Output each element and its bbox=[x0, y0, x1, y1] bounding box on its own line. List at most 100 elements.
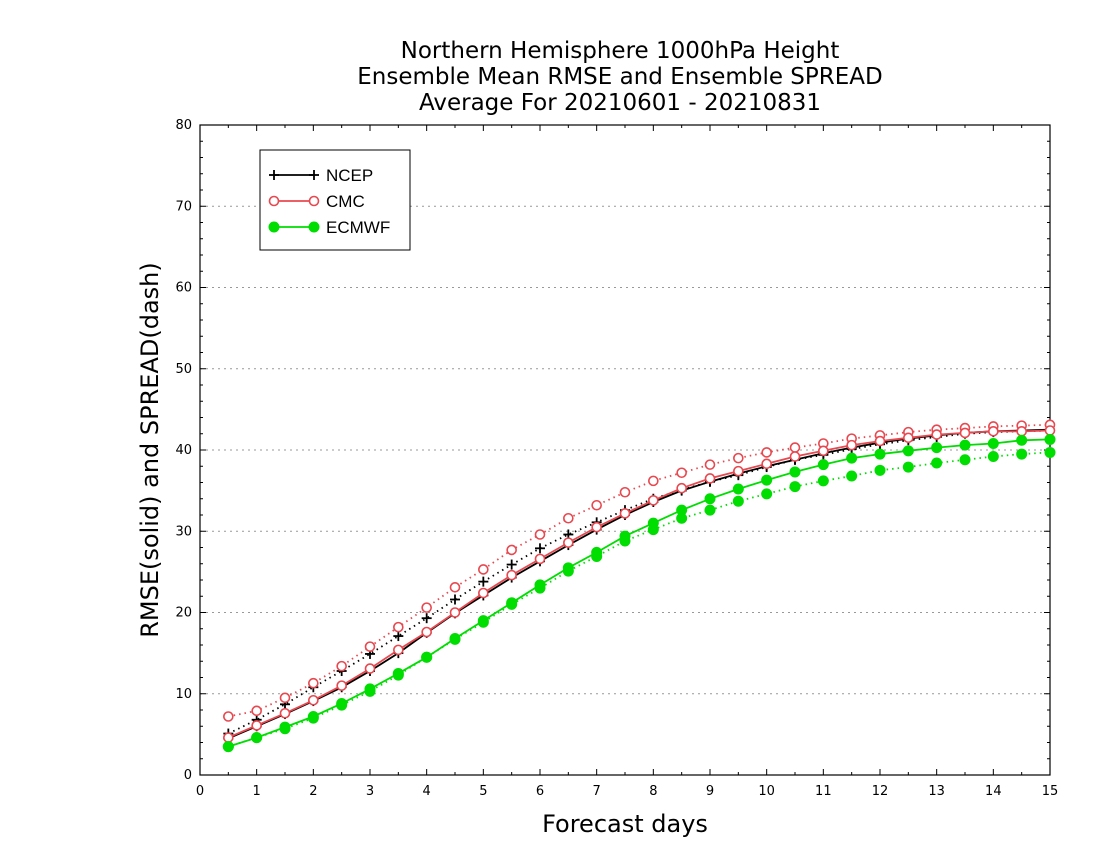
ecmwf-spread-point bbox=[874, 464, 886, 476]
cmc-rmse-point bbox=[308, 694, 319, 706]
ecmwf-rmse-point bbox=[591, 546, 603, 558]
y-axis-label: RMSE(solid) and SPREAD(dash) bbox=[136, 262, 164, 638]
legend-label: CMC bbox=[326, 192, 365, 211]
ecmwf-rmse-point bbox=[307, 711, 319, 722]
ecmwf-spread-line bbox=[228, 451, 1051, 748]
legend-marker bbox=[268, 195, 280, 207]
cmc-rmse-point bbox=[959, 427, 971, 439]
x-tick-label: 13 bbox=[928, 784, 945, 799]
ecmwf-rmse-point bbox=[562, 562, 574, 574]
cmc-spread-point bbox=[421, 602, 432, 613]
cmc-rmse-point bbox=[761, 458, 772, 470]
ecmwf-rmse-point bbox=[1016, 434, 1028, 446]
legend-item-ecmwf: ECMWF bbox=[268, 218, 390, 237]
ecmwf-rmse-point bbox=[761, 474, 773, 486]
ecmwf-rmse-point bbox=[902, 445, 914, 457]
cmc-spread-point bbox=[251, 705, 262, 717]
cmc-spread-point bbox=[364, 641, 376, 652]
ecmwf-rmse-point bbox=[846, 452, 858, 464]
ncep-spread-point bbox=[450, 594, 460, 605]
cmc-rmse-point bbox=[789, 451, 801, 462]
cmc-rmse-point bbox=[704, 473, 716, 484]
cmc-rmse-point bbox=[818, 445, 829, 457]
ecmwf-spread-point bbox=[761, 488, 773, 500]
ecmwf-rmse-point bbox=[1044, 433, 1056, 445]
x-tick-label: 4 bbox=[423, 784, 431, 799]
ncep-spread-point bbox=[478, 576, 489, 587]
legend-marker bbox=[269, 170, 279, 180]
title-line-1: Northern Hemisphere 1000hPa Height bbox=[401, 38, 840, 64]
ecmwf-rmse-point bbox=[959, 439, 971, 451]
ecmwf-rmse-point bbox=[534, 579, 546, 591]
cmc-rmse-point bbox=[279, 707, 291, 719]
y-tick-label: 10 bbox=[175, 687, 192, 702]
x-tick-label: 7 bbox=[593, 784, 601, 799]
ecmwf-spread-point bbox=[902, 461, 914, 473]
cmc-rmse-point bbox=[223, 732, 234, 743]
cmc-spread-point bbox=[393, 621, 404, 633]
x-tick-label: 14 bbox=[985, 784, 1002, 799]
series bbox=[222, 419, 1056, 753]
cmc-rmse-point bbox=[676, 482, 687, 494]
legend-marker bbox=[308, 195, 320, 207]
cmc-rmse-point bbox=[1016, 426, 1027, 437]
x-tick-label: 3 bbox=[366, 784, 374, 799]
y-tick-label: 60 bbox=[175, 281, 192, 296]
ecmwf-spread-point bbox=[1044, 446, 1056, 458]
cmc-spread-point bbox=[648, 475, 659, 487]
cmc-rmse-point bbox=[988, 426, 999, 437]
x-tick-label: 6 bbox=[536, 784, 544, 799]
cmc-spread-point bbox=[449, 582, 461, 593]
cmc-rmse-point bbox=[563, 537, 574, 548]
series-ncep bbox=[223, 424, 1055, 744]
cmc-rmse-point bbox=[534, 553, 546, 565]
x-tick-label: 15 bbox=[1042, 784, 1059, 799]
legend-marker bbox=[268, 221, 280, 233]
cmc-spread-point bbox=[563, 512, 574, 524]
ecmwf-rmse-point bbox=[364, 683, 376, 695]
x-tick-label: 12 bbox=[872, 784, 889, 799]
cmc-spread-point bbox=[761, 447, 772, 458]
chart-title: Northern Hemisphere 1000hPa HeightEnsemb… bbox=[357, 38, 882, 116]
ecmwf-rmse-point bbox=[251, 732, 263, 744]
ecmwf-spread-point bbox=[817, 475, 829, 487]
cmc-spread-point bbox=[223, 711, 234, 722]
ncep-spread-point bbox=[535, 543, 545, 554]
legend-marker bbox=[308, 221, 320, 233]
y-tick-label: 70 bbox=[175, 199, 192, 214]
x-tick-label: 1 bbox=[253, 784, 261, 799]
cmc-rmse-point bbox=[336, 680, 347, 691]
series-ecmwf bbox=[222, 433, 1056, 753]
y-tick-label: 0 bbox=[184, 768, 192, 783]
legend-item-cmc: CMC bbox=[268, 192, 365, 211]
ecmwf-rmse-point bbox=[874, 448, 886, 460]
ecmwf-spread-point bbox=[1016, 448, 1028, 460]
ncep-spread-point bbox=[421, 613, 432, 624]
cmc-rmse-point bbox=[1044, 425, 1056, 436]
ecmwf-rmse-point bbox=[336, 698, 348, 709]
ecmwf-spread-point bbox=[987, 451, 999, 462]
x-tick-label: 5 bbox=[479, 784, 487, 799]
cmc-rmse-point bbox=[449, 607, 461, 618]
ecmwf-rmse-point bbox=[279, 721, 291, 733]
ecmwf-rmse-point bbox=[704, 493, 716, 505]
ecmwf-rmse-line bbox=[228, 438, 1051, 748]
ecmwf-rmse-point bbox=[732, 483, 744, 495]
cmc-rmse-point bbox=[619, 508, 631, 519]
cmc-rmse-point bbox=[251, 720, 262, 731]
ncep-spread-point bbox=[506, 559, 517, 570]
ecmwf-rmse-point bbox=[817, 459, 829, 471]
ecmwf-rmse-point bbox=[392, 667, 404, 679]
legend-label: ECMWF bbox=[326, 218, 390, 237]
cmc-rmse-point bbox=[478, 587, 489, 599]
cmc-rmse-point bbox=[931, 429, 942, 440]
x-axis-label: Forecast days bbox=[542, 810, 708, 838]
ecmwf-spread-point bbox=[959, 454, 971, 466]
legend-box bbox=[259, 149, 411, 251]
cmc-spread-point bbox=[619, 486, 631, 498]
legend: NCEP CMC ECMWF bbox=[259, 149, 411, 251]
ecmwf-spread-point bbox=[931, 457, 943, 469]
cmc-rmse-point bbox=[846, 439, 857, 451]
cmc-rmse-point bbox=[648, 495, 659, 506]
